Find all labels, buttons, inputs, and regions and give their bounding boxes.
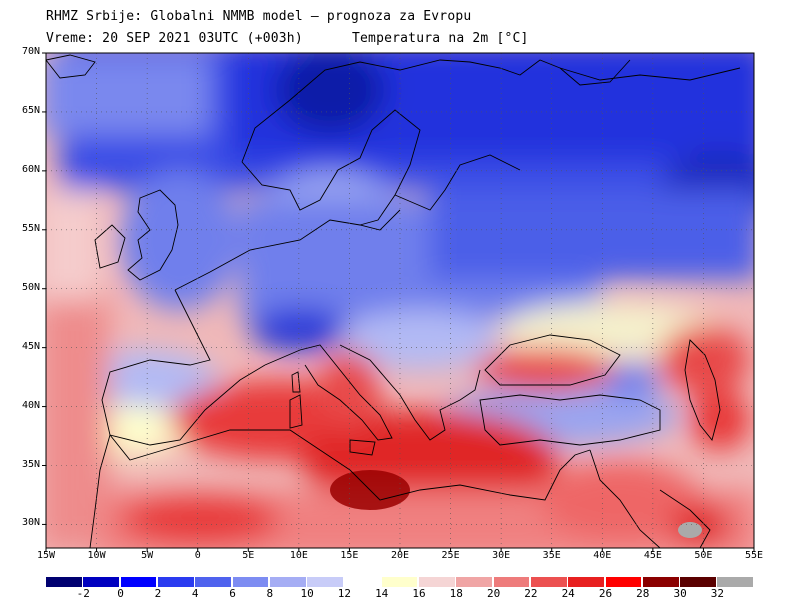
- map-grid: [46, 53, 754, 548]
- colorbar-label: 26: [598, 587, 613, 600]
- lat-label: 40N: [21, 399, 40, 411]
- lon-label: 50E: [694, 550, 713, 561]
- colorbar-swatch: [46, 577, 82, 587]
- colorbar-swatch: [195, 577, 231, 587]
- colorbar-swatch: [344, 577, 381, 587]
- lat-label: 50N: [21, 281, 40, 293]
- lon-label: 35E: [542, 550, 561, 561]
- colorbar-label: 4: [191, 587, 199, 600]
- lat-label: 70N: [21, 46, 40, 57]
- chart-title: RHMZ Srbije: Globalni NMMB model — progn…: [46, 9, 472, 24]
- axis-ticks: [42, 52, 755, 552]
- lon-label: 20E: [390, 550, 410, 561]
- colorbar-swatch: [493, 577, 530, 587]
- colorbar-label: 30: [673, 587, 687, 600]
- colorbar-swatch: [642, 577, 679, 587]
- colorbar-label: 0: [117, 587, 124, 600]
- colorbar-swatch: [680, 577, 716, 587]
- colorbar-swatch: [419, 577, 455, 587]
- colorbar-label: 32: [710, 587, 725, 600]
- lat-label: 65N: [21, 104, 40, 116]
- colorbar-label: 18: [449, 587, 463, 600]
- lon-label: 40E: [593, 550, 612, 561]
- lon-label: 15W: [36, 550, 56, 561]
- colorbar-swatch: [232, 577, 269, 587]
- colorbar-label: 24: [561, 587, 575, 600]
- colorbar-swatch: [568, 577, 604, 587]
- colorbar-swatch: [456, 577, 493, 587]
- lon-label: 5E: [242, 550, 255, 561]
- lon-label: 0: [194, 550, 201, 561]
- colorbar-label: 6: [229, 587, 236, 600]
- colorbar-label: 20: [486, 587, 501, 600]
- colorbar-label: -2: [76, 587, 90, 600]
- hot-patch-gulf: [678, 522, 702, 538]
- colorbar-swatch: [83, 577, 120, 587]
- colorbar-swatch: [717, 577, 754, 587]
- lon-label: 10E: [289, 550, 308, 561]
- colorbar-swatch: [605, 577, 642, 587]
- colorbar-label: 22: [524, 587, 538, 600]
- lon-label: 10W: [87, 550, 106, 561]
- colorbar-label: 8: [266, 587, 274, 600]
- colorbar-label: 2: [154, 587, 162, 600]
- colorbar-label: 10: [300, 587, 314, 600]
- lon-label: 55E: [744, 550, 764, 561]
- lat-label: 55N: [21, 222, 40, 234]
- lat-label: 60N: [21, 163, 40, 175]
- lat-label: 45N: [21, 340, 40, 352]
- colorbar-label: 14: [375, 587, 389, 600]
- lon-label: 45E: [643, 550, 662, 561]
- coastlines: [46, 54, 741, 548]
- colorbar-swatch: [307, 577, 343, 587]
- lon-label: 25E: [441, 550, 460, 561]
- colorbar-label: 12: [337, 587, 352, 600]
- colorbar-label: 16: [412, 587, 426, 600]
- forecast-time: Vreme: 20 SEP 2021 03UTC (+003h): [46, 31, 303, 46]
- colorbar-swatch: [157, 577, 194, 587]
- lon-label: 30E: [492, 550, 511, 561]
- variable-label: Temperatura na 2m [°C]: [352, 31, 529, 46]
- colorbar-swatch: [269, 577, 306, 587]
- lon-label: 5W: [141, 550, 154, 561]
- lat-label: 35N: [21, 458, 40, 470]
- lon-label: 15E: [340, 550, 359, 561]
- colorbar-swatch: [381, 577, 418, 587]
- colorbar-swatch: [120, 577, 157, 587]
- colorbar-label: 28: [636, 587, 650, 600]
- colorbar-swatch: [530, 577, 567, 587]
- lat-label: 30N: [21, 517, 40, 529]
